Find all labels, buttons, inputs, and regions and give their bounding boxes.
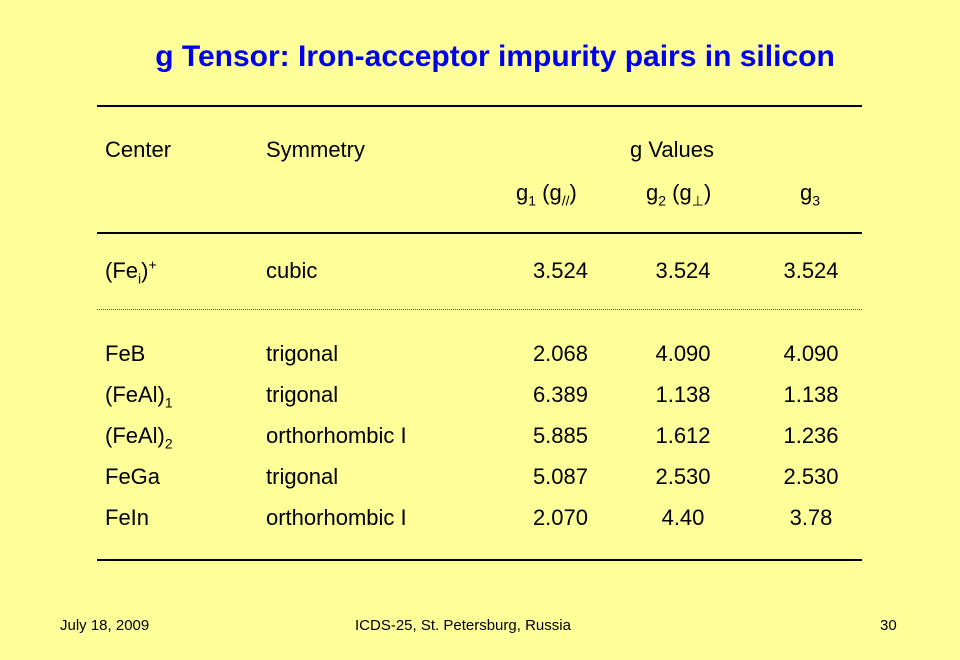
- row-center: (Fei)+: [105, 256, 157, 287]
- row-center: FeB: [105, 341, 146, 366]
- row-g2: 3.524: [655, 258, 711, 283]
- row-g1: 5.087: [532, 464, 588, 489]
- header-g3: g3: [800, 180, 821, 209]
- row-center: FeIn: [105, 505, 150, 530]
- row-g3: 4.090: [783, 341, 839, 366]
- row-center: (FeAl)2: [105, 423, 173, 452]
- row-symmetry: trigonal: [266, 382, 339, 407]
- table-top-rule: [97, 105, 862, 107]
- row-symmetry: orthorhombic I: [266, 423, 407, 448]
- row-center: FeGa: [105, 464, 161, 489]
- row-g2: 2.530: [655, 464, 711, 489]
- footer-conference: ICDS-25, St. Petersburg, Russia: [355, 617, 571, 634]
- footer-page-number: 30: [880, 617, 897, 634]
- row-center: (FeAl)1: [105, 382, 173, 411]
- row-g2: 4.090: [655, 341, 711, 366]
- table-bottom-rule: [97, 559, 862, 561]
- header-symmetry: Symmetry: [266, 137, 365, 162]
- dotted-separator: [97, 309, 862, 310]
- footer-date: July 18, 2009: [60, 617, 150, 634]
- row-g1: 3.524: [532, 258, 588, 283]
- row-symmetry: trigonal: [266, 341, 339, 366]
- row-symmetry: cubic: [266, 258, 318, 283]
- header-g1: g1 (g//): [516, 180, 577, 209]
- row-g1: 6.389: [532, 382, 588, 407]
- row-symmetry: orthorhombic I: [266, 505, 407, 530]
- header-rule: [97, 232, 862, 234]
- row-g1: 5.885: [532, 423, 588, 448]
- row-g3: 3.78: [789, 505, 833, 530]
- row-g2: 1.138: [655, 382, 711, 407]
- row-g1: 2.070: [532, 505, 588, 530]
- row-g3: 1.236: [783, 423, 839, 448]
- row-g3: 3.524: [783, 258, 839, 283]
- row-symmetry: trigonal: [266, 464, 339, 489]
- header-center: Center: [105, 137, 172, 162]
- row-g1: 2.068: [532, 341, 588, 366]
- row-g3: 2.530: [783, 464, 839, 489]
- header-g2: g2 (g⊥): [646, 180, 712, 209]
- header-g-values: g Values: [630, 137, 714, 162]
- row-g2: 4.40: [661, 505, 705, 530]
- slide-title: g Tensor: Iron-acceptor impurity pairs i…: [155, 40, 835, 73]
- row-g3: 1.138: [783, 382, 839, 407]
- row-g2: 1.612: [655, 423, 711, 448]
